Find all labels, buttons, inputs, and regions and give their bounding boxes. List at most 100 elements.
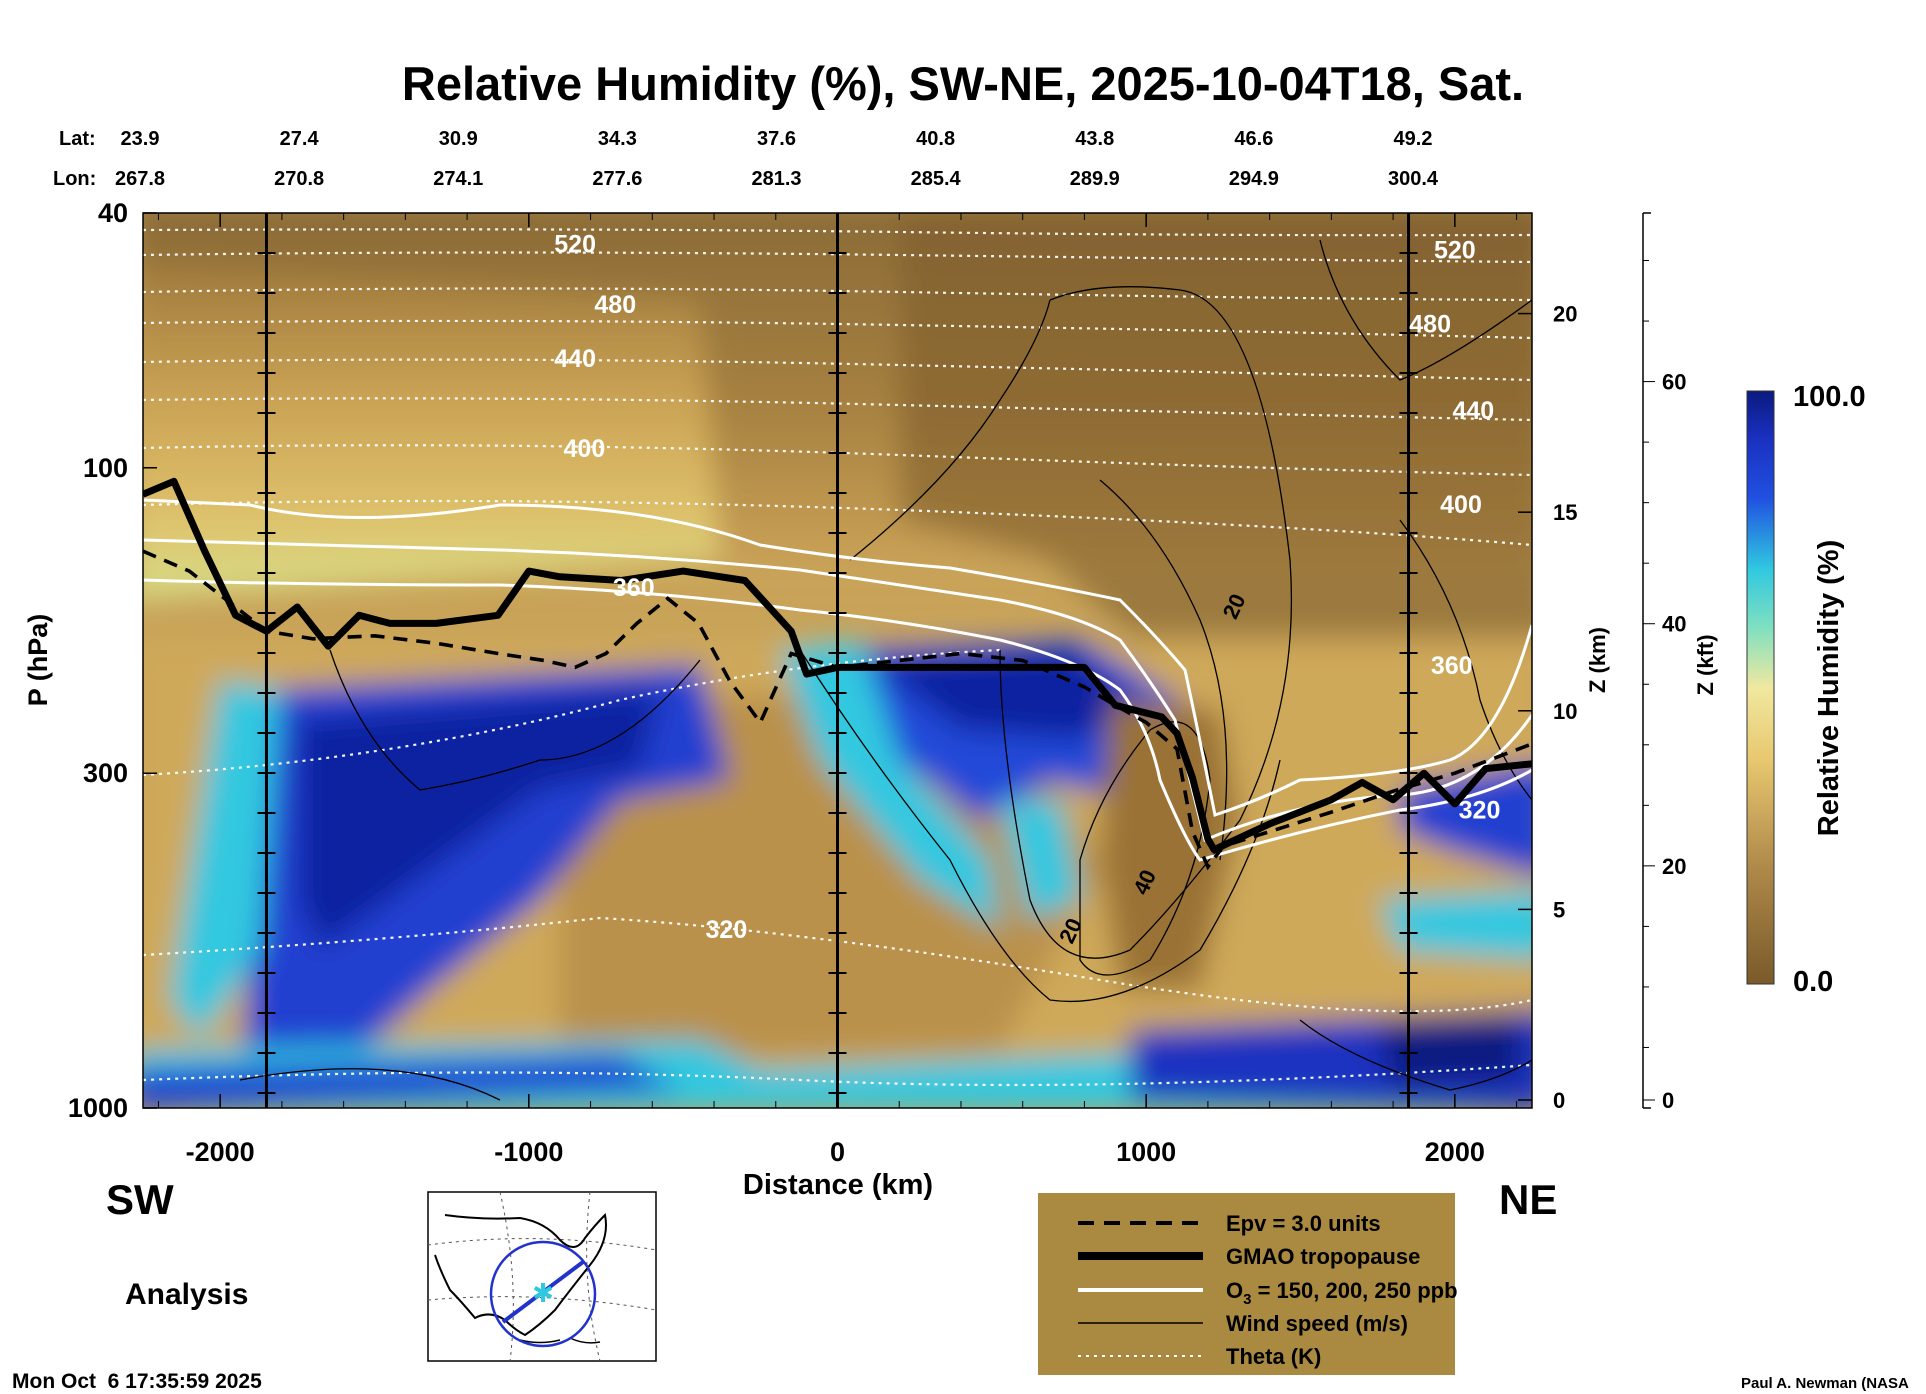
y-axis-z-km: 0 5 10 15 20: [1518, 302, 1577, 1113]
lat-value: 30.9: [439, 128, 478, 150]
inset-map-frame: [427, 1191, 657, 1362]
legend-label-wind: Wind speed (m/s): [1226, 1311, 1408, 1336]
wind-contour: [239, 1068, 501, 1101]
wind-speed-contours: [239, 239, 1532, 1101]
lon-label: Lon:: [53, 168, 96, 190]
colorbar-label: Relative Humidity (%): [1813, 540, 1845, 837]
z-km-tick-label: 15: [1553, 500, 1577, 525]
x-axis: -2000 -1000 0 1000 2000: [157, 213, 1518, 1167]
theta-label: 320: [706, 916, 748, 944]
z-kft-tick-label: 60: [1662, 370, 1686, 395]
lat-value: 46.6: [1234, 128, 1273, 150]
theta-line: [143, 499, 1532, 547]
wind-contour: [1099, 479, 1228, 861]
z-kft-tick-label: 0: [1662, 1088, 1674, 1113]
theta-line: [143, 916, 1532, 1013]
x-tick-label: 0: [830, 1137, 845, 1167]
inset-map: ✱: [427, 1191, 657, 1362]
theta-label: 520: [1434, 236, 1476, 264]
section-range-circle: [489, 1240, 597, 1348]
p-tick-label: 1000: [68, 1093, 128, 1123]
lat-value: 37.6: [757, 128, 796, 150]
colorbar-min: 0.0: [1793, 966, 1833, 998]
theta-line: [143, 319, 1532, 340]
wind-contour: [1299, 1019, 1532, 1091]
lon-value: 300.4: [1388, 168, 1439, 190]
lon-value: 294.9: [1229, 168, 1279, 190]
legend-label-theta: Theta (K): [1226, 1344, 1321, 1369]
chart-title: Relative Humidity (%), SW-NE, 2025-10-04…: [402, 57, 1524, 110]
wind-contour: [1079, 721, 1211, 976]
lat-lon-header: Lat: Lon: 23.9 267.8 27.4 270.8 30.9 274.1 34.…: [53, 128, 1439, 190]
lon-value: 289.9: [1070, 168, 1120, 190]
theta-line: [143, 444, 1532, 477]
theta-label: 480: [1409, 310, 1451, 338]
theta-label: 440: [1452, 397, 1494, 425]
lon-value: 285.4: [911, 168, 962, 190]
lon-value: 281.3: [751, 168, 801, 190]
theta-label: 320: [1459, 797, 1501, 825]
z-km-tick-label: 5: [1553, 897, 1565, 922]
credit: Paul A. Newman (NASA: [1741, 1375, 1909, 1392]
z-km-tick-label: 10: [1553, 699, 1577, 724]
z-kft-tick-label: 20: [1662, 854, 1686, 879]
theta-label: 520: [554, 230, 596, 258]
analysis-label: Analysis: [125, 1278, 248, 1311]
legend-label-tropopause: GMAO tropopause: [1226, 1244, 1420, 1269]
p-tick-label: 300: [83, 758, 128, 788]
ozone-contour: [143, 498, 1532, 817]
z-km-tick-label: 0: [1553, 1088, 1565, 1113]
lat-label: Lat:: [59, 128, 96, 150]
sw-label: SW: [106, 1176, 174, 1223]
theta-line: [143, 1063, 1532, 1087]
lat-value: 49.2: [1394, 128, 1433, 150]
colorbar-max: 100.0: [1793, 381, 1866, 413]
y-axis-pressure: 40 100 300 1000: [68, 198, 157, 1123]
theta-label: 360: [613, 574, 655, 602]
p-tick-label: 100: [83, 453, 128, 483]
y-axis-label: P (hPa): [23, 614, 53, 707]
x-axis-label: Distance (km): [743, 1169, 933, 1201]
x-tick-label: 2000: [1425, 1137, 1485, 1167]
wind-contour: [1319, 239, 1532, 381]
section-center-icon: ✱: [532, 1278, 554, 1308]
theta-label: 400: [1440, 491, 1482, 519]
wind-contour: [329, 649, 701, 791]
ne-label: NE: [1499, 1176, 1557, 1223]
z-kft-tick-label: 40: [1662, 612, 1686, 637]
lat-value: 40.8: [916, 128, 955, 150]
ozone-contour: [143, 578, 1532, 862]
lon-value: 270.8: [274, 168, 324, 190]
timestamp: Mon Oct 6 17:35:59 2025: [12, 1370, 262, 1393]
theta-label: 400: [564, 435, 606, 463]
lon-value: 274.1: [433, 168, 483, 190]
theta-line: [143, 648, 1001, 777]
epv-line: [143, 549, 1532, 871]
lat-value: 34.3: [598, 128, 637, 150]
coastline-icon: [434, 1212, 607, 1337]
x-tick-label: 1000: [1116, 1137, 1176, 1167]
colorbar-gradient: [1746, 390, 1775, 985]
colorbar: 100.0 0.0 Relative Humidity (%): [1746, 381, 1866, 998]
x-tick-label: -2000: [186, 1137, 255, 1167]
y-axis-z-kft: 0 20 40 60: [1642, 212, 1686, 1113]
legend-label-epv: Epv = 3.0 units: [1226, 1211, 1381, 1236]
p-tick-label: 40: [98, 198, 128, 228]
z-km-tick-label: 20: [1553, 302, 1577, 327]
theta-line: [143, 358, 1532, 382]
theta-label: 440: [554, 345, 596, 373]
theta-contours: [143, 228, 1532, 1087]
theta-line: [143, 287, 1532, 302]
z-km-label: Z (km): [1585, 627, 1610, 693]
wind-contour: [799, 649, 1281, 1003]
theta-line: [143, 397, 1532, 422]
wind-contour: [999, 286, 1293, 959]
theta-label: 480: [594, 291, 636, 319]
wind-contour: [849, 299, 1051, 561]
z-kft-label: Z (kft): [1693, 634, 1718, 695]
theta-line: [143, 251, 1532, 264]
section-track: [501, 1260, 585, 1324]
lat-value: 43.8: [1075, 128, 1114, 150]
